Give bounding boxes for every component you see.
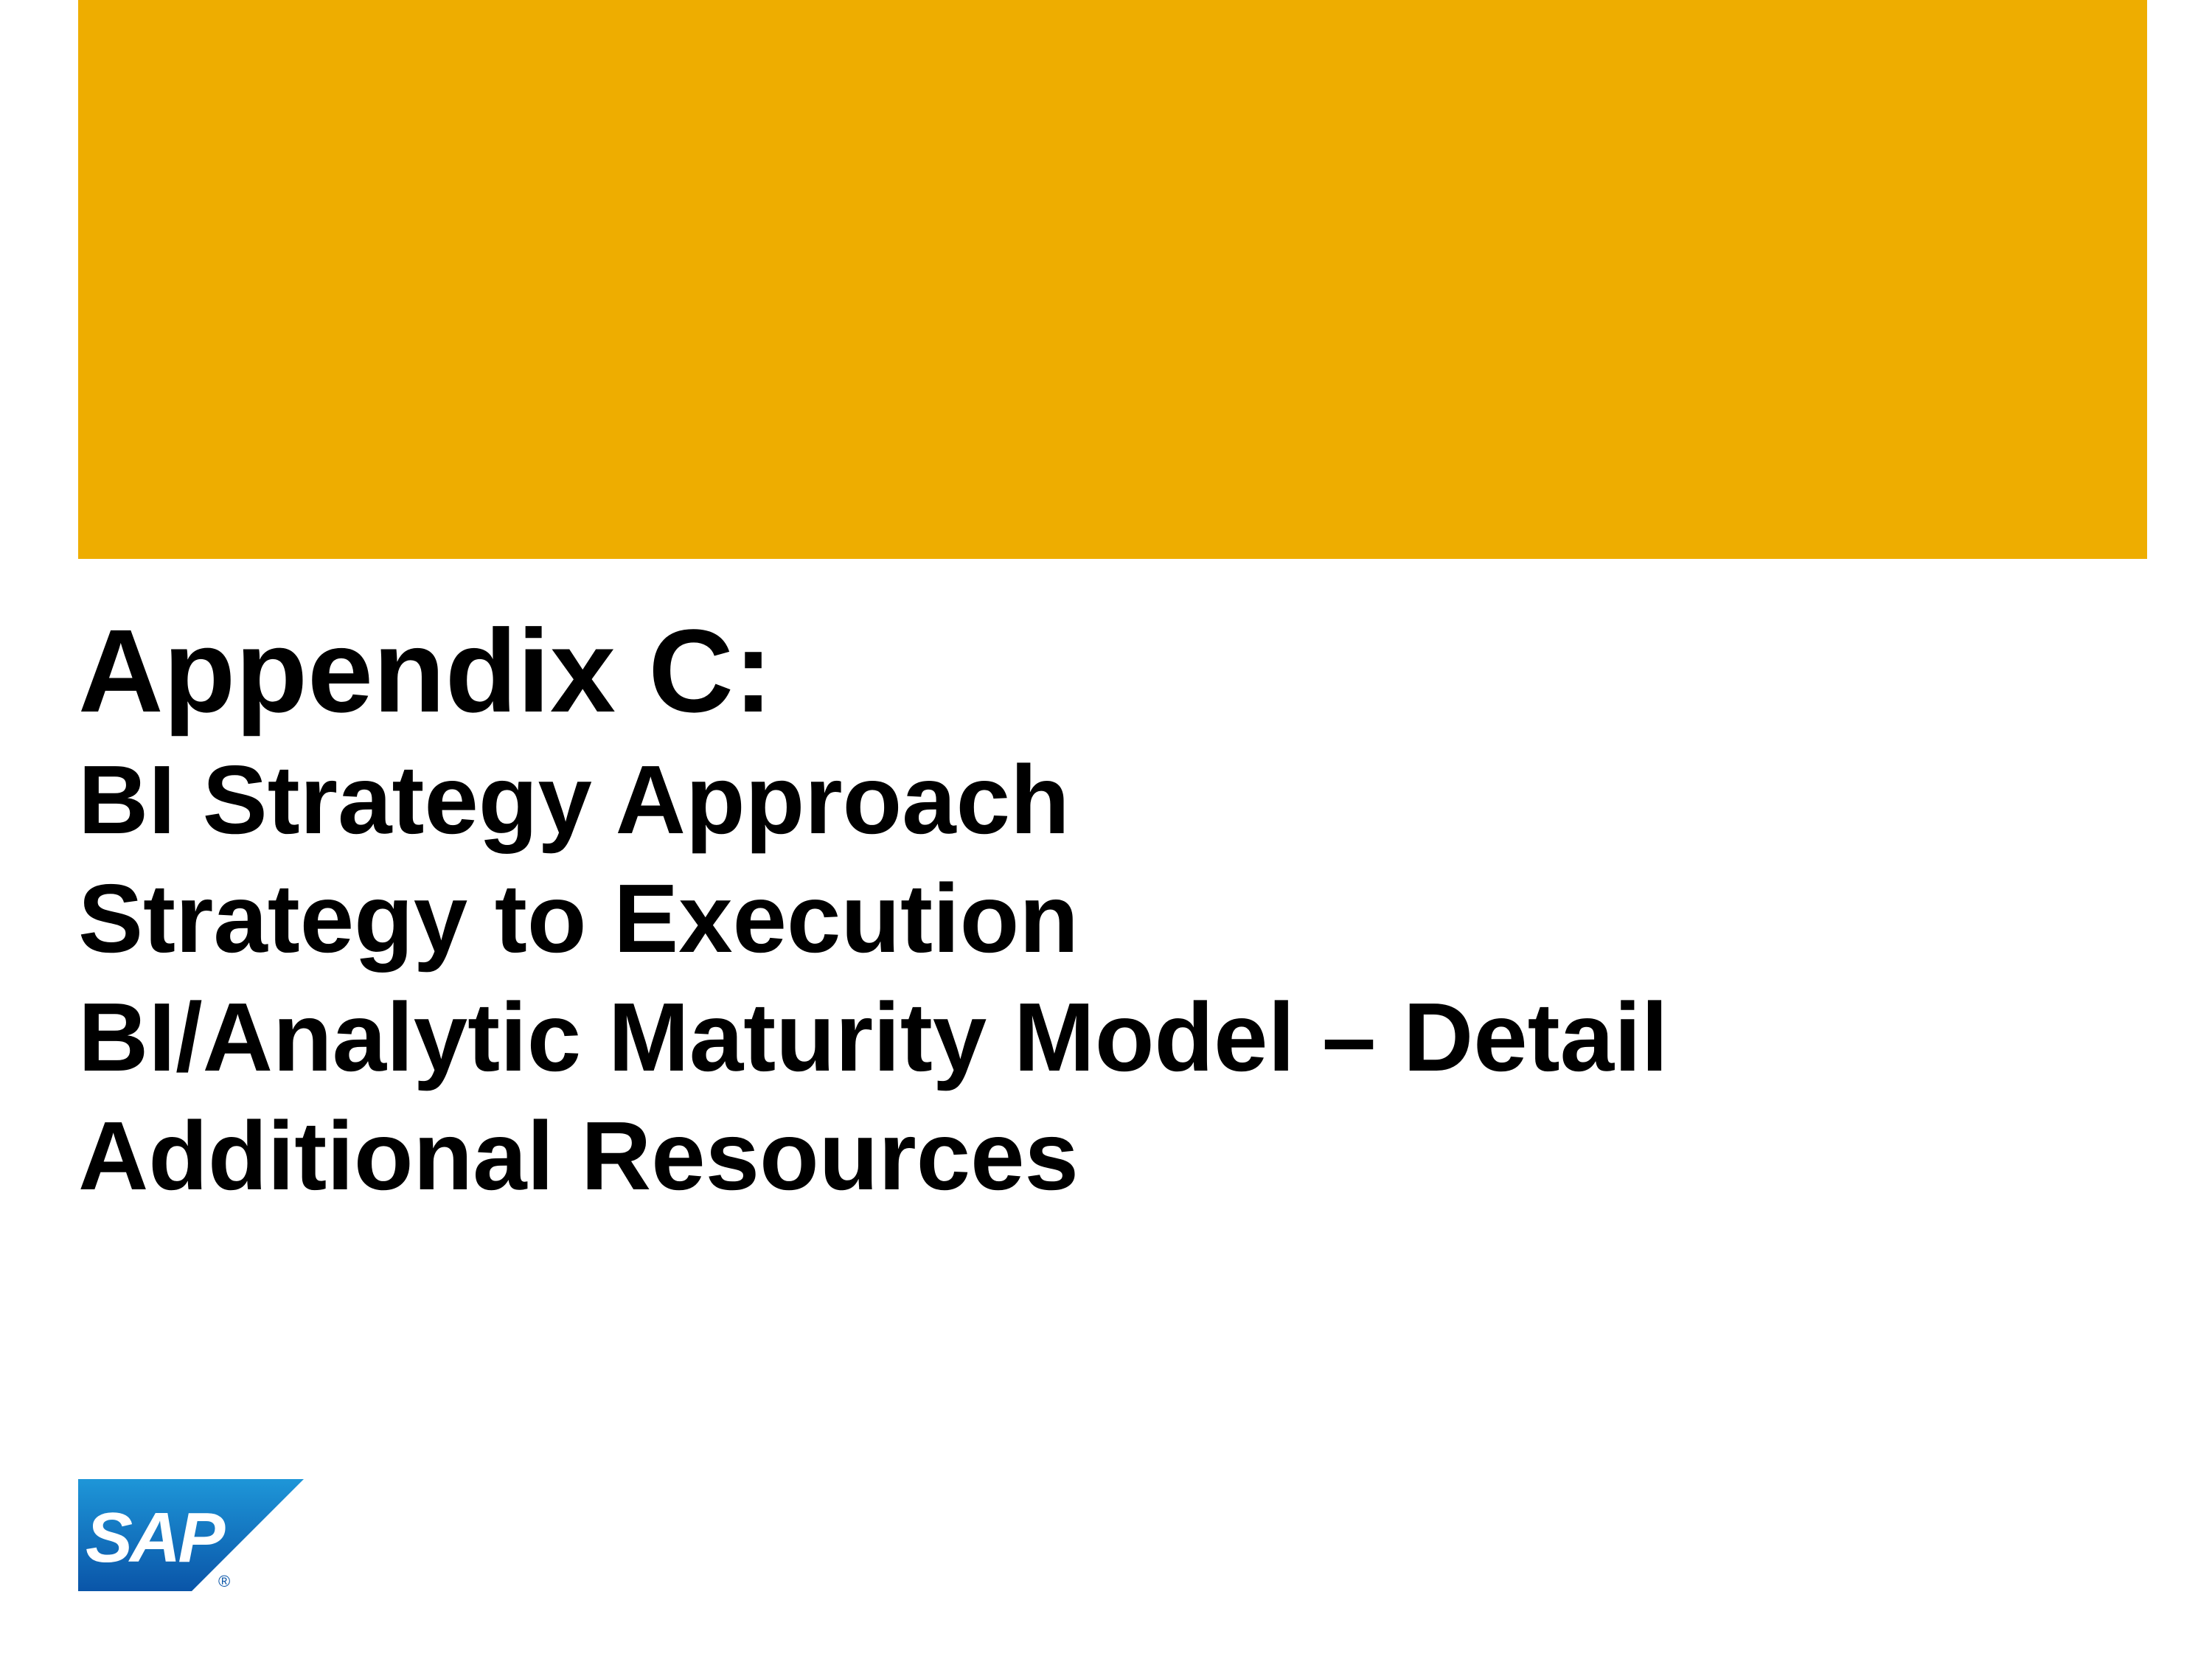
registered-mark: ® <box>218 1572 230 1590</box>
subtitle-item: Strategy to Execution <box>78 864 1079 973</box>
sap-logo: SAP ® <box>78 1479 304 1591</box>
subtitle-item: BI/Analytic Maturity Model – Detail <box>78 983 1669 1091</box>
subtitle-item: BI Strategy Approach <box>78 745 1070 854</box>
sap-logo-text: SAP <box>86 1498 226 1577</box>
header-banner <box>78 0 2147 559</box>
slide-title: Appendix C: <box>78 605 773 737</box>
subtitle-item: Additional Resources <box>78 1102 1079 1210</box>
subtitle-list: BI Strategy Approach Strategy to Executi… <box>78 740 2069 1215</box>
sap-logo-icon: SAP ® <box>78 1479 304 1591</box>
title-block: Appendix C: BI Strategy Approach Strateg… <box>78 605 2069 1215</box>
